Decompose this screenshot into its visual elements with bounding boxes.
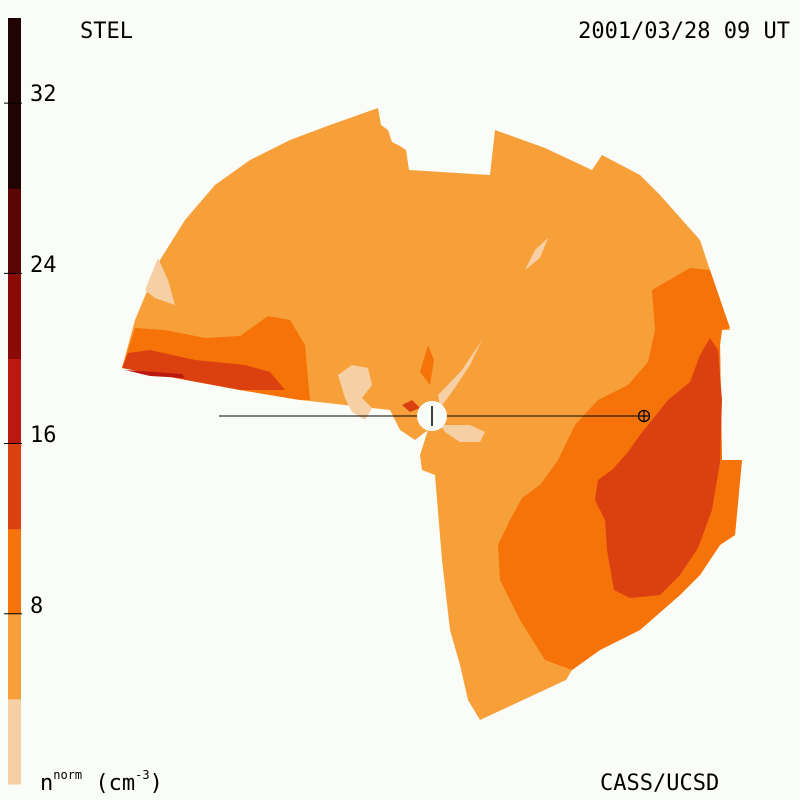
earth-marker	[637, 409, 651, 423]
density-region-very-high	[125, 370, 185, 378]
colorbar-tick-label: 24	[30, 253, 57, 278]
density-region-low	[440, 425, 485, 442]
colorbar-segment	[8, 613, 21, 700]
colorbar-tick-label: 16	[30, 423, 57, 448]
colorbar-segment	[8, 443, 21, 530]
colorbar-segment	[8, 358, 21, 445]
density-region-high	[122, 350, 285, 390]
sun-marker	[417, 401, 447, 431]
unit-close: )	[149, 771, 163, 796]
colorbar-segment	[8, 698, 21, 785]
colorbar-unit-label: nnorm (cm-3)	[40, 769, 163, 796]
density-region-high	[595, 338, 722, 598]
colorbar-tick-label: 32	[30, 82, 57, 107]
density-region-high	[402, 400, 420, 412]
colorbar-segment	[8, 528, 21, 615]
colorbar-tick-label: 8	[30, 594, 44, 619]
density-region-low	[525, 238, 548, 270]
unit-open: (cm	[82, 771, 136, 796]
colorbar-ticks	[4, 102, 22, 615]
timestamp-label: 2001/03/28 09 UT	[578, 19, 790, 44]
density-region-medium	[420, 345, 434, 385]
colorbar-segment	[8, 273, 21, 359]
observatory-label: STEL	[80, 19, 133, 44]
density-region-low	[338, 365, 372, 420]
colorbar	[8, 18, 21, 785]
unit-exponent: -3	[135, 768, 150, 782]
colorbar-segment	[8, 188, 21, 274]
credit-label: CASS/UCSD	[600, 771, 720, 796]
density-region-low	[438, 340, 482, 408]
density-region-low	[145, 258, 175, 305]
quantity-symbol: n	[40, 771, 54, 796]
quantity-superscript: norm	[53, 768, 83, 782]
